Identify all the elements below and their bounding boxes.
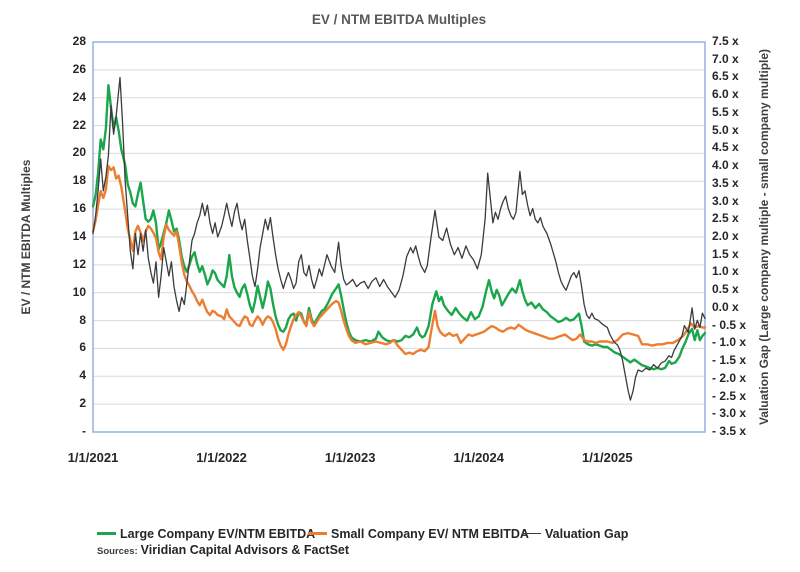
left-axis-tick-label: 16 bbox=[72, 201, 86, 216]
right-axis-tick-label: 3.0 x bbox=[712, 193, 739, 208]
sources-text: Viridian Capital Advisors & FactSet bbox=[140, 543, 350, 557]
legend-item-small-company: Small Company EV/ NTM EBITDA bbox=[308, 526, 529, 541]
right-axis-title: Valuation Gap (Large company multiple - … bbox=[757, 48, 771, 426]
right-axis-tick-label: 2.0 x bbox=[712, 229, 739, 243]
right-axis-tick-label: 2.5 x bbox=[712, 211, 739, 226]
left-axis-tick-label: 10 bbox=[72, 284, 86, 299]
series-line-0 bbox=[91, 83, 707, 371]
x-axis-tick-label: 1/1/2024 bbox=[453, 450, 505, 465]
right-axis-tick-label: 5.5 x bbox=[712, 104, 739, 119]
left-axis-tick-label: - bbox=[82, 424, 86, 438]
right-axis-tick-label: 0.0 x bbox=[712, 299, 739, 314]
right-axis-tick-label: 0.5 x bbox=[712, 282, 739, 297]
right-axis-tick-label: - 3.0 x bbox=[712, 406, 747, 421]
right-axis-tick-label: - 2.0 x bbox=[712, 370, 747, 385]
right-axis-tick-label: 4.0 x bbox=[712, 158, 739, 173]
left-axis-tick-label: 12 bbox=[72, 256, 86, 271]
right-axis-tick-label: 7.5 x bbox=[712, 34, 739, 48]
sources-line: Sources: Viridian Capital Advisors & Fac… bbox=[97, 543, 349, 557]
right-axis-tick-label: 1.5 x bbox=[712, 246, 739, 261]
large-company-line-swatch bbox=[97, 532, 116, 535]
right-axis-tick-label: - 1.0 x bbox=[712, 335, 747, 350]
series-line-1 bbox=[91, 164, 707, 356]
right-axis-tick-label: 4.5 x bbox=[712, 140, 739, 155]
left-axis-tick-label: 24 bbox=[72, 89, 86, 104]
series-line-2 bbox=[92, 76, 706, 401]
right-axis-tick-label: 5.0 x bbox=[712, 122, 739, 137]
right-axis-tick-label: - 3.5 x bbox=[712, 424, 747, 438]
right-axis-tick-label: - 1.5 x bbox=[712, 353, 747, 368]
x-axis-tick-label: 1/1/2025 bbox=[581, 450, 633, 465]
right-axis-tick-label: 6.5 x bbox=[712, 69, 739, 84]
legend-item-large-company: Large Company EV/NTM EBITDA bbox=[97, 526, 315, 541]
left-axis-tick-label: 6 bbox=[79, 340, 86, 355]
right-axis-tick-label: 7.0 x bbox=[712, 51, 739, 66]
legend-label-large-company: Large Company EV/NTM EBITDA bbox=[120, 526, 316, 541]
left-axis-tick-label: 8 bbox=[79, 312, 86, 327]
left-axis-tick-label: 18 bbox=[72, 173, 86, 188]
left-axis-tick-label: 14 bbox=[72, 229, 86, 243]
x-axis-tick-label: 1/1/2021 bbox=[67, 450, 119, 465]
small-company-line-swatch bbox=[308, 532, 327, 535]
legend-item-valuation-gap: Valuation Gap bbox=[522, 526, 628, 541]
left-axis-tick-label: 26 bbox=[72, 61, 86, 76]
right-axis-tick-label: 1.0 x bbox=[712, 264, 739, 279]
left-axis-tick-label: 20 bbox=[72, 145, 86, 160]
valuation-gap-line-swatch bbox=[522, 532, 541, 535]
sources-prefix: Sources: bbox=[97, 546, 138, 557]
left-axis-title: EV / NTM EBITDA Multiples bbox=[19, 159, 33, 315]
left-axis-tick-label: 2 bbox=[79, 396, 86, 411]
left-axis-tick-label: 22 bbox=[72, 117, 86, 132]
x-axis-tick-label: 1/1/2023 bbox=[324, 450, 376, 465]
legend-label-small-company: Small Company EV/ NTM EBITDA bbox=[331, 526, 529, 541]
right-axis-tick-label: 6.0 x bbox=[712, 87, 739, 102]
right-axis-tick-label: - 0.5 x bbox=[712, 317, 747, 332]
left-axis-tick-label: 4 bbox=[79, 368, 86, 383]
right-axis-tick-label: - 2.5 x bbox=[712, 388, 747, 403]
plot-border bbox=[92, 41, 706, 433]
legend-label-valuation-gap: Valuation Gap bbox=[545, 526, 629, 541]
left-axis-tick-label: 28 bbox=[72, 34, 86, 48]
chart-title: EV / NTM EBITDA Multiples bbox=[311, 12, 487, 27]
x-axis-tick-label: 1/1/2022 bbox=[196, 450, 247, 465]
right-axis-tick-label: 3.5 x bbox=[712, 175, 739, 190]
